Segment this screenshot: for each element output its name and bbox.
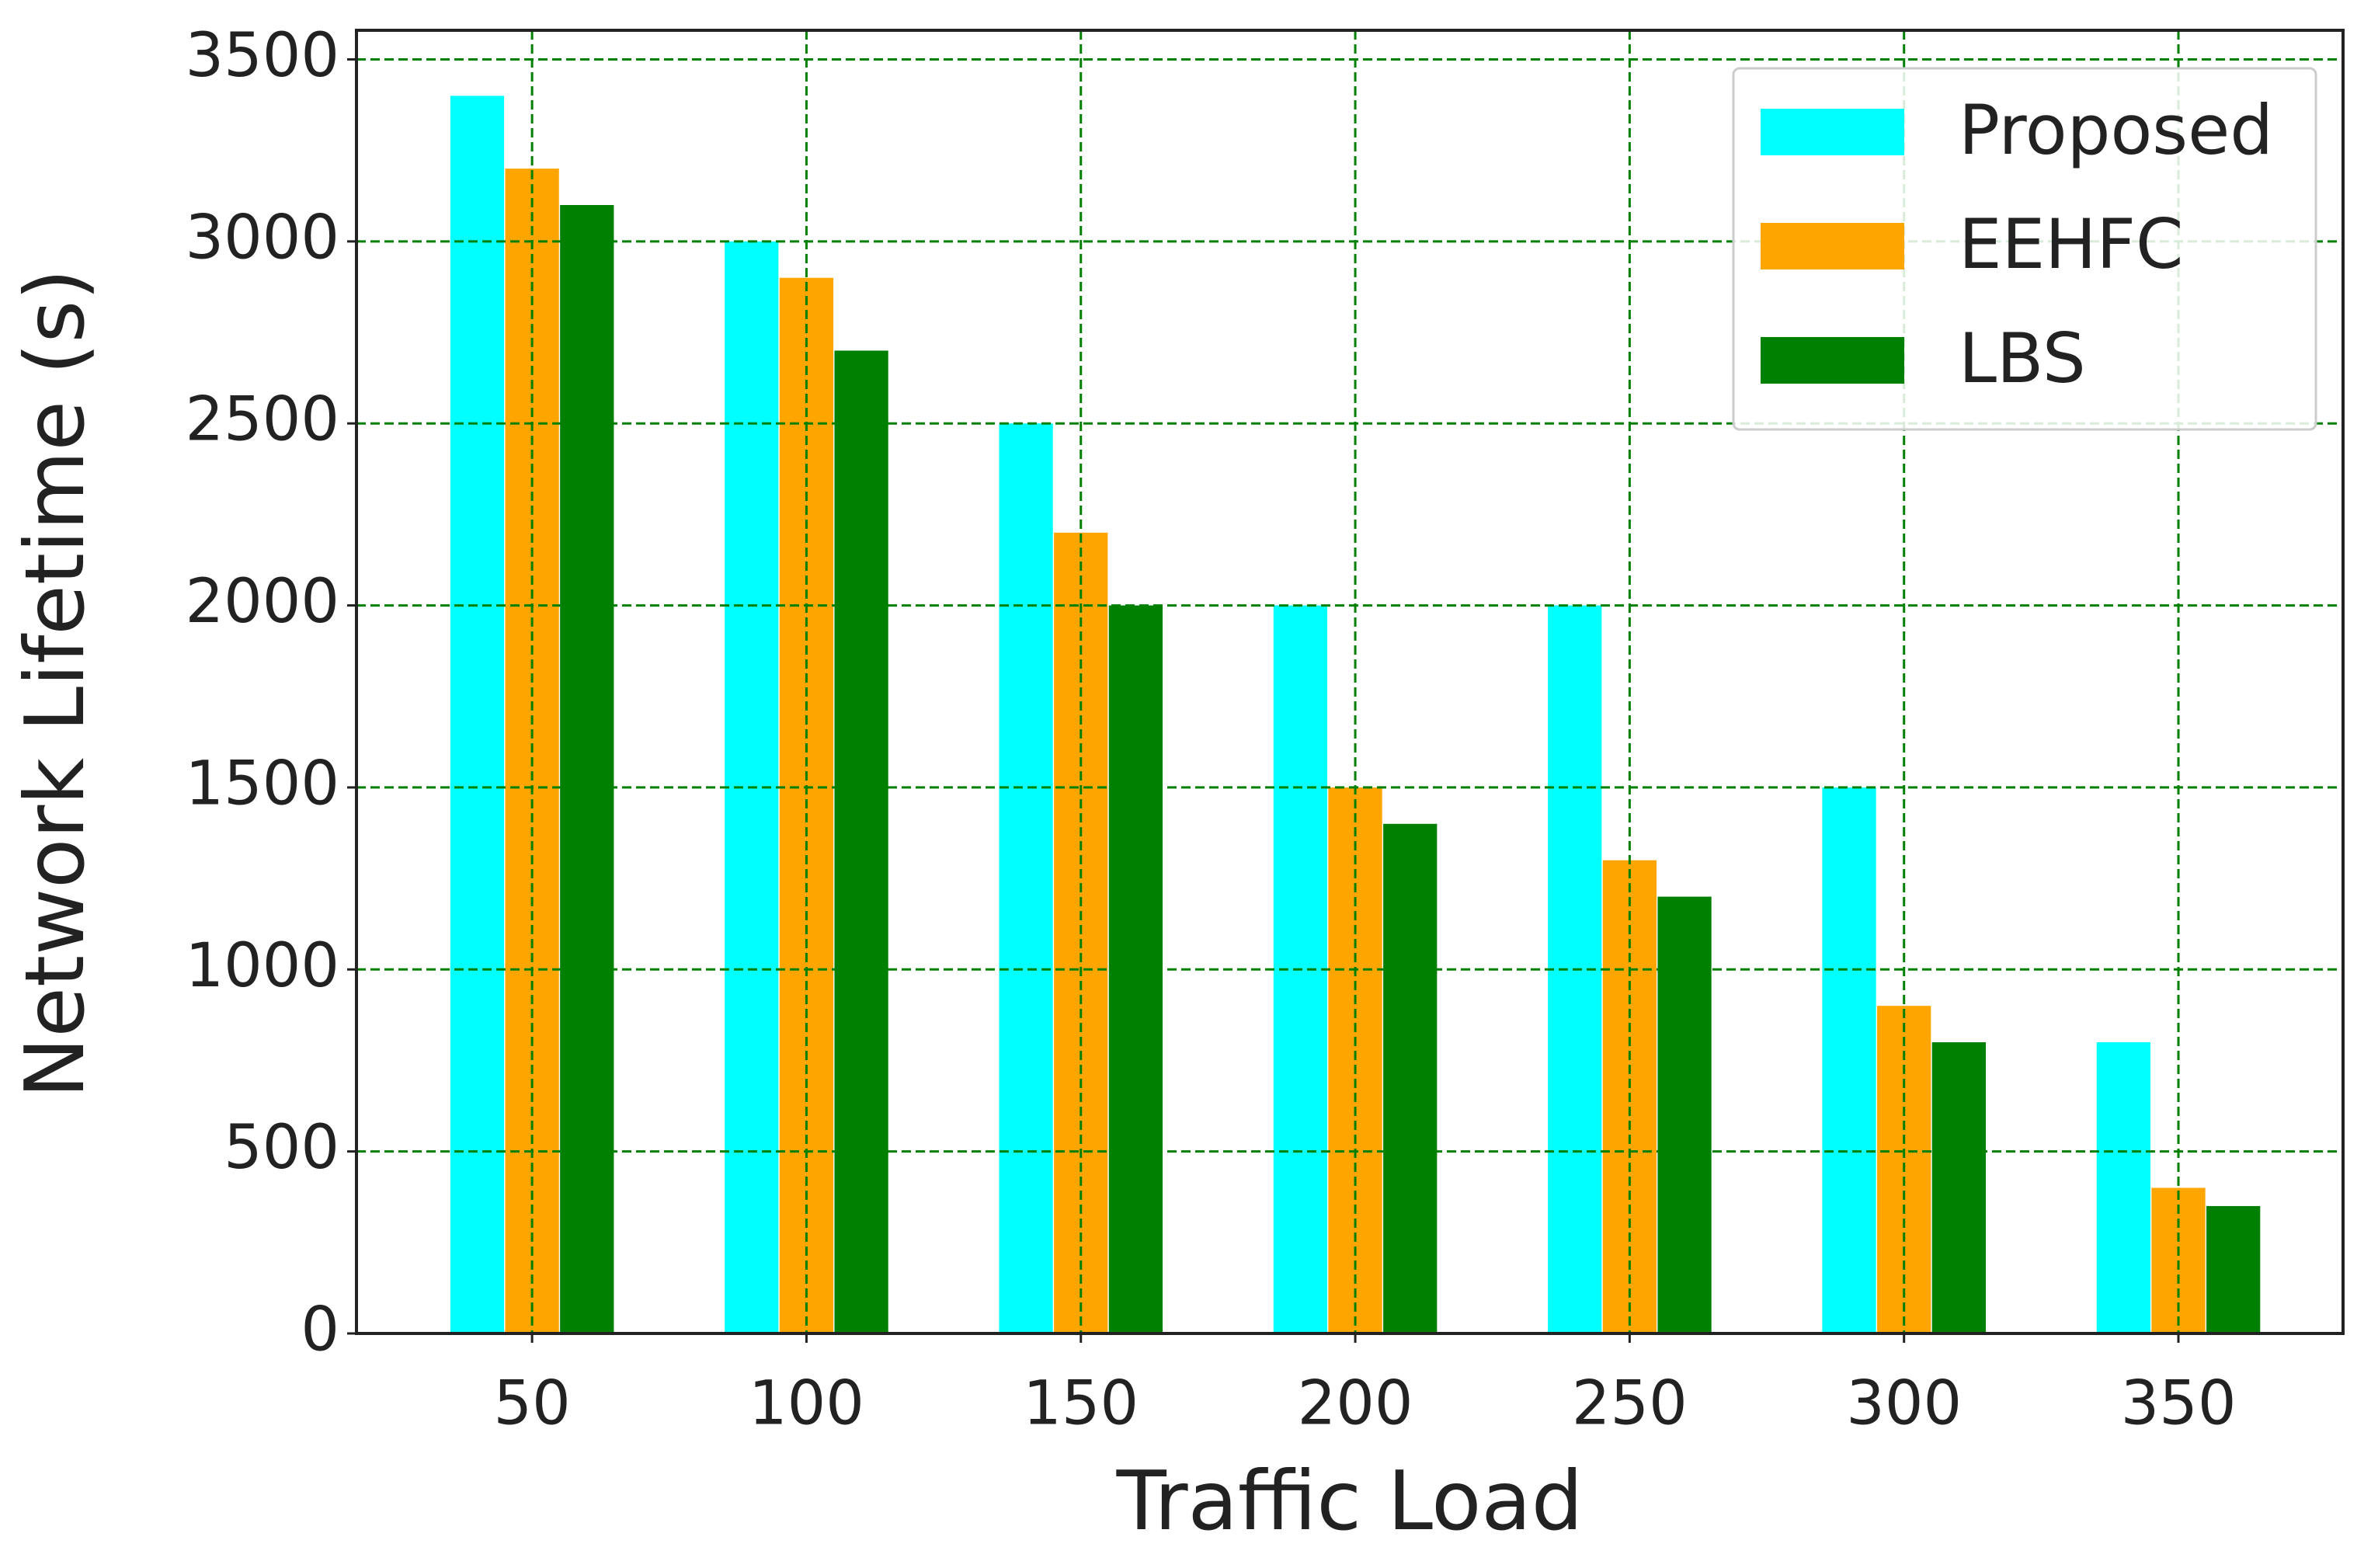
y-tick-label: 3000 (185, 203, 339, 273)
y-tick-label: 0 (301, 1295, 339, 1365)
y-tick-label: 1000 (185, 931, 339, 1001)
legend-swatch (1761, 337, 1904, 384)
x-tick-label: 300 (1846, 1368, 1962, 1438)
bar (450, 96, 505, 1334)
x-tick-label: 250 (1572, 1368, 1688, 1438)
y-tick-label: 3500 (185, 21, 339, 91)
y-tick-label: 500 (224, 1113, 339, 1183)
legend-swatch (1761, 223, 1904, 269)
x-axis-label: Traffic Load (1116, 1454, 1584, 1549)
bar (1383, 823, 1438, 1333)
y-tick-label: 2000 (185, 567, 339, 637)
x-tick-label: 100 (749, 1368, 864, 1438)
y-tick-label: 1500 (185, 749, 339, 819)
y-tick-label: 2500 (185, 385, 339, 455)
plot-frame (355, 29, 2345, 1335)
bar (2206, 1205, 2261, 1333)
bar (2096, 1042, 2150, 1333)
legend-swatch (1761, 109, 1904, 155)
bar (1931, 1042, 1986, 1333)
x-tick-label: 350 (2121, 1368, 2237, 1438)
x-tick-label: 150 (1023, 1368, 1139, 1438)
x-tick-label: 200 (1298, 1368, 1413, 1438)
x-tick-label: 50 (493, 1368, 570, 1438)
bar (999, 423, 1053, 1333)
y-axis-label: Network Lifetime (s) (8, 269, 103, 1098)
bar (1657, 896, 1712, 1333)
bar (1328, 787, 1382, 1333)
legend-label: LBS (1959, 318, 2086, 398)
bar (834, 350, 888, 1334)
legend-label: Proposed (1959, 90, 2273, 170)
bar (1822, 787, 1876, 1333)
legend-label: EEHFC (1959, 204, 2183, 284)
bar (560, 204, 614, 1333)
